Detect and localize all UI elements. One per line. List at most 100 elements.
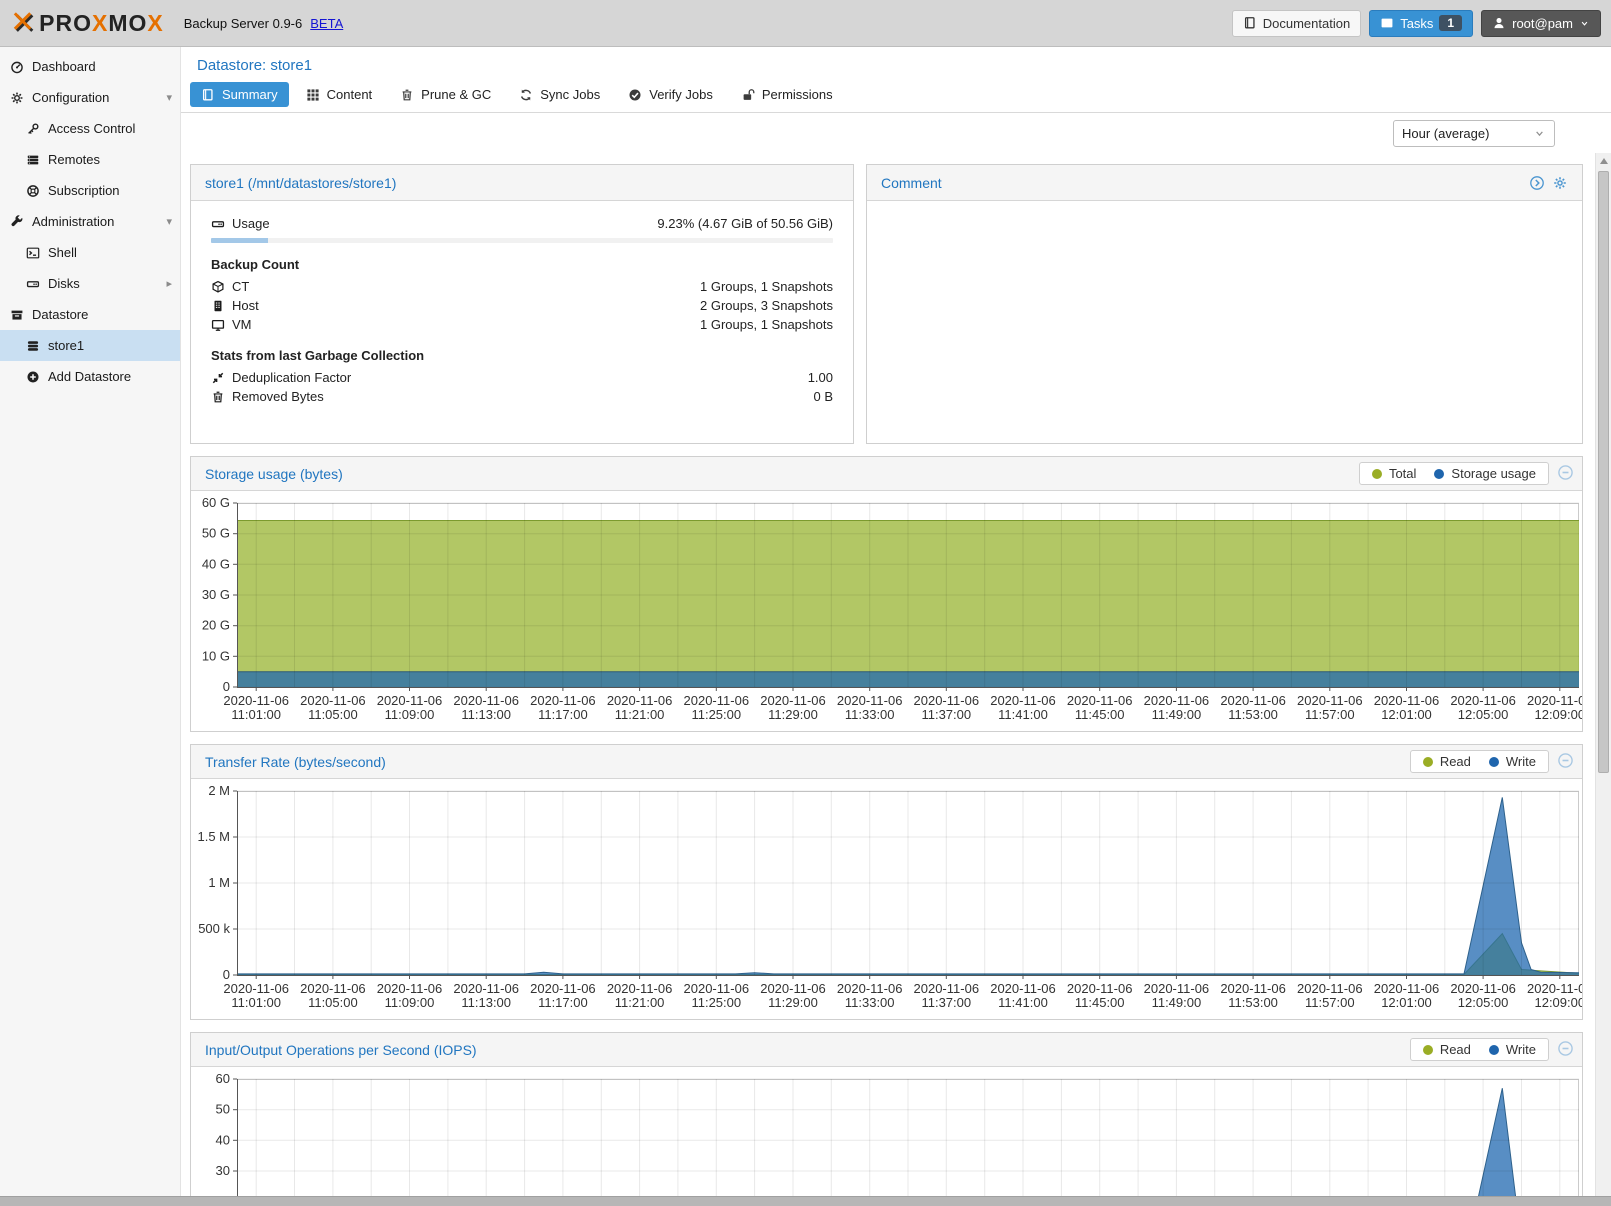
svg-text:2020-11-06: 2020-11-06 <box>684 693 750 708</box>
scroll-up-arrow-icon[interactable] <box>1596 153 1611 169</box>
sidebar-item-label: Remotes <box>48 152 101 167</box>
grid-icon <box>306 88 320 102</box>
legend-item-read[interactable]: Read <box>1422 1042 1471 1057</box>
sidebar-item-label: Subscription <box>48 183 120 198</box>
panel-title: Comment <box>881 174 942 191</box>
scrollbar-thumb[interactable] <box>1598 171 1609 773</box>
usage-progressbar <box>211 238 833 243</box>
row-value: 1.00 <box>807 370 833 385</box>
sidebar-item-access-control[interactable]: Access Control <box>0 113 180 144</box>
legend-label: Write <box>1505 754 1536 769</box>
svg-text:2020-11-06: 2020-11-06 <box>990 981 1056 996</box>
svg-text:30: 30 <box>216 1163 230 1178</box>
tab-sync-jobs[interactable]: Sync Jobs <box>508 82 611 107</box>
sidebar-item-remotes[interactable]: Remotes <box>0 144 180 175</box>
sidebar-item-administration[interactable]: Administration ▾ <box>0 206 180 237</box>
gear-icon[interactable] <box>1552 175 1568 191</box>
svg-text:2020-11-06: 2020-11-06 <box>1374 693 1440 708</box>
sidebar-item-subscription[interactable]: Subscription <box>0 175 180 206</box>
remotes-icon <box>26 153 40 167</box>
user-label: root@pam <box>1512 15 1573 31</box>
sidebar-item-disks[interactable]: Disks ▸ <box>0 268 180 299</box>
svg-text:2020-11-06: 2020-11-06 <box>607 693 673 708</box>
desktop-icon <box>211 318 225 332</box>
legend-item-read[interactable]: Read <box>1422 754 1471 769</box>
user-menu-button[interactable]: root@pam <box>1481 9 1601 37</box>
documentation-button[interactable]: Documentation <box>1231 9 1362 37</box>
legend-dot <box>1422 1044 1433 1055</box>
svg-text:2020-11-06: 2020-11-06 <box>684 981 750 996</box>
gears-icon <box>10 91 24 105</box>
svg-text:11:53:00: 11:53:00 <box>1228 995 1278 1010</box>
row-label: CT <box>232 279 250 294</box>
legend-item-write[interactable]: Write <box>1488 1042 1536 1057</box>
sync-icon <box>519 88 533 102</box>
svg-text:2020-11-06: 2020-11-06 <box>760 981 826 996</box>
collapse-icon[interactable] <box>1557 752 1574 769</box>
tab-label: Verify Jobs <box>649 87 713 102</box>
sidebar-nav: Dashboard Configuration ▾ Access Control Rem… <box>0 47 181 1206</box>
legend-item-write[interactable]: Write <box>1488 754 1536 769</box>
legend-item-storage-usage[interactable]: Storage usage <box>1434 466 1536 481</box>
svg-text:11:29:00: 11:29:00 <box>768 995 818 1010</box>
comment-body <box>867 201 1582 227</box>
app-header: ✕ PROXMOX Backup Server 0.9-6 BETA Docum… <box>0 0 1611 47</box>
legend-dot <box>1488 756 1499 767</box>
sidebar-item-label: Shell <box>48 245 77 260</box>
backup-count-heading: Backup Count <box>211 257 300 272</box>
tasks-button[interactable]: Tasks 1 <box>1369 9 1474 37</box>
svg-text:2020-11-06: 2020-11-06 <box>377 693 443 708</box>
sidebar-item-add-datastore[interactable]: Add Datastore <box>0 361 180 392</box>
legend-dot <box>1422 756 1433 767</box>
svg-text:30 G: 30 G <box>202 587 230 602</box>
legend-dot <box>1488 1044 1499 1055</box>
svg-text:11:01:00: 11:01:00 <box>231 707 281 722</box>
sidebar-item-dashboard[interactable]: Dashboard <box>0 51 180 82</box>
proxmox-logo: ✕ PROXMOX <box>10 8 164 38</box>
sidebar-item-datastore[interactable]: Datastore <box>0 299 180 330</box>
chevron-right-icon: ▸ <box>166 278 172 290</box>
svg-text:11:01:00: 11:01:00 <box>231 995 281 1010</box>
product-version: Backup Server 0.9-6 <box>183 15 303 31</box>
book-icon <box>1243 16 1257 30</box>
row-label: Host <box>232 298 259 313</box>
brand-text: PROXMOX <box>39 9 164 36</box>
usage-progress-fill <box>211 238 269 243</box>
svg-text:12:09:00: 12:09:00 <box>1534 707 1582 722</box>
tab-permissions[interactable]: Permissions <box>730 82 844 107</box>
legend-item-total[interactable]: Total <box>1371 466 1416 481</box>
collapse-icon[interactable] <box>1557 464 1574 481</box>
stat-row-ct: CT 1 Groups, 1 Snapshots <box>211 277 833 296</box>
tab-verify-jobs[interactable]: Verify Jobs <box>617 82 724 107</box>
wrench-icon <box>10 215 24 229</box>
legend-label: Storage usage <box>1451 466 1536 481</box>
sidebar-item-label: Access Control <box>48 121 136 136</box>
timeframe-select[interactable]: Hour (average) <box>1393 119 1555 147</box>
svg-text:11:29:00: 11:29:00 <box>768 707 818 722</box>
tab-summary[interactable]: Summary <box>190 82 289 107</box>
svg-text:11:13:00: 11:13:00 <box>461 995 511 1010</box>
svg-text:2020-11-06: 2020-11-06 <box>1450 981 1516 996</box>
chart-legend: Read Write <box>1409 750 1549 773</box>
chevron-down-icon: ▾ <box>166 216 172 228</box>
sidebar-item-label: Add Datastore <box>48 369 132 384</box>
svg-text:11:49:00: 11:49:00 <box>1152 995 1202 1010</box>
chart-legend: Read Write <box>1409 1038 1549 1061</box>
sidebar-item-configuration[interactable]: Configuration ▾ <box>0 82 180 113</box>
sidebar-item-shell[interactable]: Shell <box>0 237 180 268</box>
sidebar-item-label: store1 <box>48 338 85 353</box>
vertical-scrollbar[interactable] <box>1595 153 1611 1197</box>
svg-text:2020-11-06: 2020-11-06 <box>377 981 443 996</box>
beta-link[interactable]: BETA <box>310 15 344 31</box>
edit-comment-icon[interactable] <box>1529 175 1545 191</box>
collapse-icon[interactable] <box>1557 1040 1574 1057</box>
tab-content[interactable]: Content <box>295 82 384 107</box>
datastore-info-panel: store1 (/mnt/datastores/store1) Usage 9.… <box>190 164 854 444</box>
input-output-operations-per-second-iops-plot: 01020304050602020-11-0611:01:002020-11-0… <box>216 1071 1579 1197</box>
svg-text:0: 0 <box>223 679 230 694</box>
svg-text:11:25:00: 11:25:00 <box>691 995 741 1010</box>
svg-text:11:21:00: 11:21:00 <box>615 707 665 722</box>
tab-prune-gc[interactable]: Prune & GC <box>389 82 502 107</box>
sidebar-item-store1[interactable]: store1 <box>0 330 180 361</box>
svg-text:40 G: 40 G <box>202 556 230 571</box>
